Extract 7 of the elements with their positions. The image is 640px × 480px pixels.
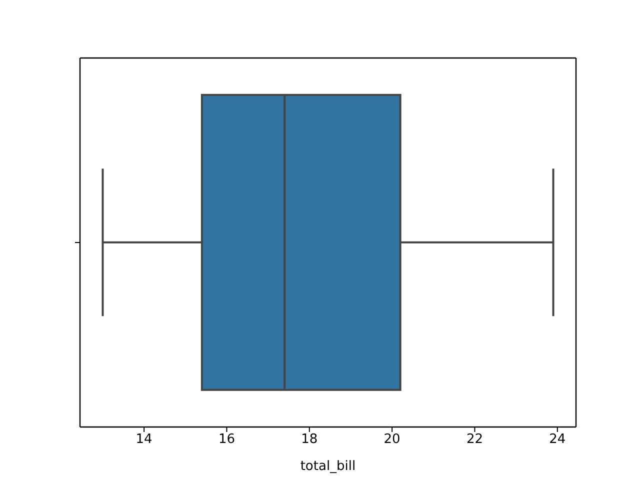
x-tick-label: 14	[136, 432, 152, 448]
x-tick-label: 20	[384, 432, 400, 448]
x-tick-label: 18	[301, 432, 318, 448]
x-tick-label: 22	[466, 432, 484, 448]
x-tick-label: 24	[549, 432, 566, 448]
x-tick-label: 16	[218, 432, 236, 448]
x-axis-title: total_bill	[300, 459, 356, 474]
